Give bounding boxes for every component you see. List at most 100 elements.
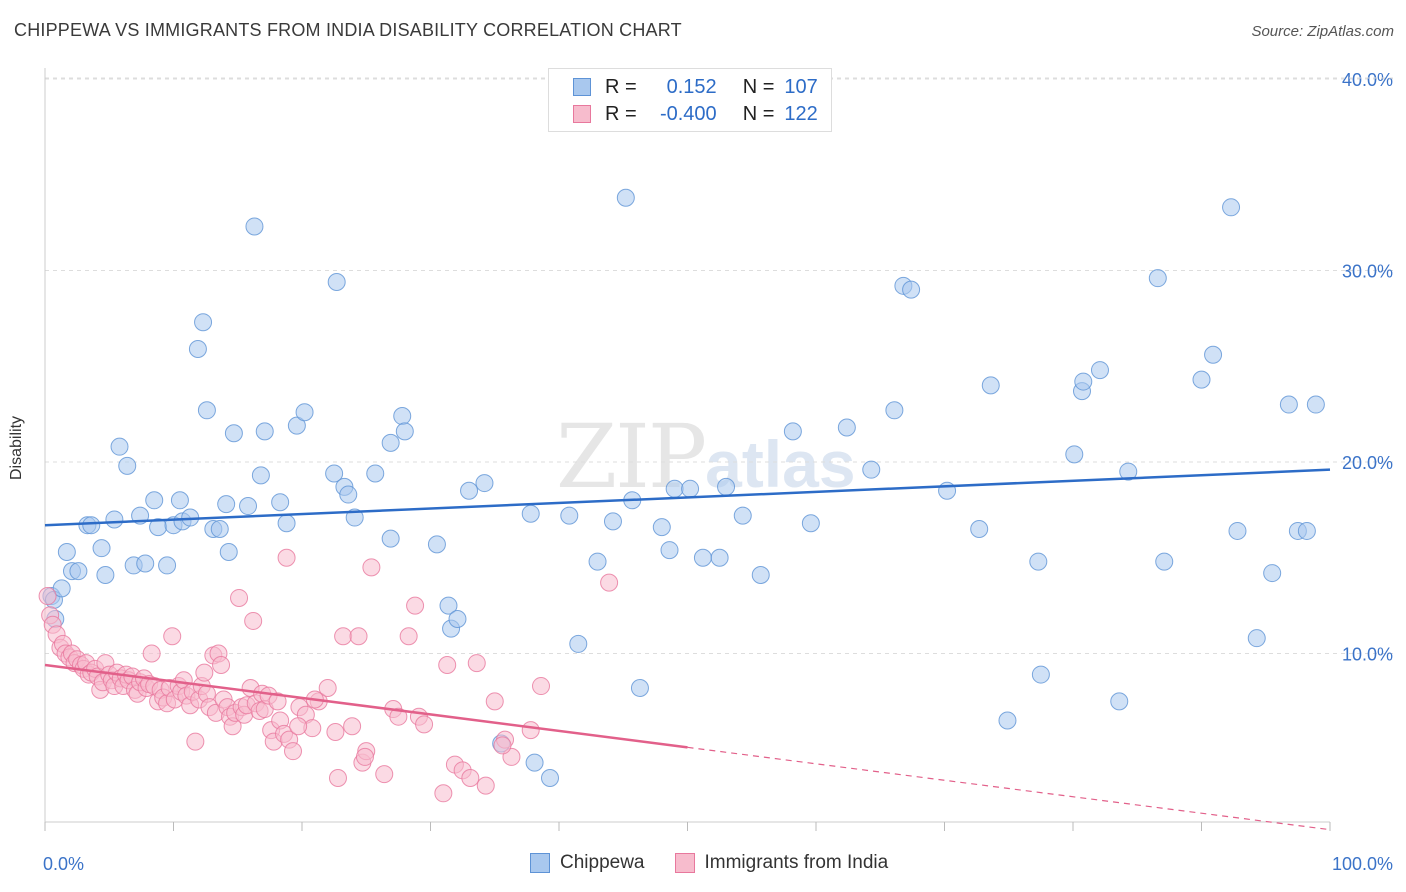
chippewa-point <box>862 460 881 479</box>
chippewa-point <box>118 456 137 475</box>
chippewa-point <box>427 535 446 554</box>
india-point <box>142 644 161 663</box>
india-point <box>415 715 434 734</box>
chippewa-point <box>327 272 346 291</box>
india-point <box>268 692 287 711</box>
india-point <box>244 611 263 630</box>
legend-label-chippewa: Chippewa <box>560 852 645 873</box>
india-point <box>389 707 408 726</box>
india-point <box>476 776 495 795</box>
legend-r-label: R = <box>605 75 637 98</box>
x-tick-label: 0.0% <box>43 854 84 874</box>
india-point <box>375 765 394 784</box>
chippewa-point <box>158 556 177 575</box>
chippewa-point <box>751 565 770 584</box>
chippewa-point <box>733 506 752 525</box>
chippewa-point <box>693 548 712 567</box>
chippewa-point <box>588 552 607 571</box>
chippewa-point <box>660 541 679 560</box>
chippewa-point <box>224 424 243 443</box>
chippewa-point <box>1074 372 1093 391</box>
chippewa-point <box>255 422 274 441</box>
chippewa-point <box>1228 521 1247 540</box>
chippewa-point <box>381 529 400 548</box>
india-point <box>230 588 249 607</box>
india-point <box>195 663 214 682</box>
chippewa-point <box>569 634 588 653</box>
chippewa-point <box>630 678 649 697</box>
chippewa-point <box>448 610 467 629</box>
legend-swatch-india <box>674 853 695 873</box>
india-point <box>163 627 182 646</box>
chippewa-point <box>981 376 1000 395</box>
india-point <box>399 627 418 646</box>
y-tick-label: 10.0% <box>1342 645 1393 665</box>
correlation-legend: R = 0.152 N = 107 R = -0.400 N = 122 <box>548 68 832 132</box>
chippewa-point <box>439 596 458 615</box>
chippewa-point <box>1119 462 1138 481</box>
chippewa-point <box>1029 552 1048 571</box>
india-point <box>343 717 362 736</box>
legend-n-label: N = <box>742 75 775 98</box>
chippewa-point <box>475 474 494 493</box>
india-point <box>485 692 504 711</box>
chippewa-point <box>665 479 684 498</box>
legend-swatch-chippewa <box>530 853 550 873</box>
chippewa-point <box>110 437 129 456</box>
chippewa-point <box>145 491 164 510</box>
india-point <box>406 596 425 615</box>
legend-r-value: -0.400 <box>659 102 717 125</box>
chippewa-point <box>366 464 385 483</box>
y-tick-label: 40.0% <box>1342 70 1393 90</box>
chippewa-point <box>245 217 264 236</box>
chippewa-point <box>136 554 155 573</box>
chippewa-point <box>1297 521 1316 540</box>
chippewa-point <box>69 562 88 581</box>
chippewa-point <box>1222 198 1241 217</box>
chippewa-point <box>1065 445 1084 464</box>
india-point <box>461 768 480 787</box>
india-point <box>467 654 486 673</box>
india-point <box>600 573 619 592</box>
india-point <box>355 747 374 766</box>
chippewa-point <box>1263 564 1282 583</box>
legend-row-india: R = -0.400 N = 122 <box>573 101 818 127</box>
legend-row-chippewa: R = 0.152 N = 107 <box>573 74 818 100</box>
chippewa-point <box>1192 370 1211 389</box>
chippewa-point <box>902 280 921 299</box>
chippewa-point <box>681 479 700 498</box>
chippewa-point <box>1148 269 1167 288</box>
chippewa-point <box>217 495 236 514</box>
chippewa-point <box>525 753 544 772</box>
chippewa-point <box>717 477 736 496</box>
y-tick-label: 20.0% <box>1342 453 1393 473</box>
india-point <box>362 558 381 577</box>
chippewa-point <box>460 481 479 500</box>
chippewa-point <box>393 407 412 426</box>
chippewa-point <box>1110 692 1129 711</box>
chippewa-point <box>1204 345 1223 364</box>
chippewa-point <box>710 548 729 567</box>
chippewa-point <box>1279 395 1298 414</box>
x-tick-label: 100.0% <box>1332 854 1393 874</box>
chippewa-point <box>837 418 856 437</box>
chippewa-point <box>287 416 306 435</box>
chippewa-point <box>325 464 344 483</box>
india-point <box>532 677 551 696</box>
india-trendline <box>44 663 688 749</box>
legend-swatch-chippewa <box>573 78 591 96</box>
legend-n-value: 107 <box>784 75 818 98</box>
india-point <box>328 768 347 787</box>
chippewa-point <box>105 510 124 529</box>
chippewa-point <box>194 313 213 332</box>
chippewa-point <box>188 340 207 359</box>
india-point <box>38 587 57 606</box>
legend-r-label: R = <box>605 102 637 125</box>
chippewa-point <box>783 422 802 441</box>
chippewa-trendline <box>44 468 1331 527</box>
chippewa-point <box>197 401 216 420</box>
india-point <box>289 717 308 736</box>
india-point <box>318 678 337 697</box>
chippewa-point <box>345 508 364 527</box>
